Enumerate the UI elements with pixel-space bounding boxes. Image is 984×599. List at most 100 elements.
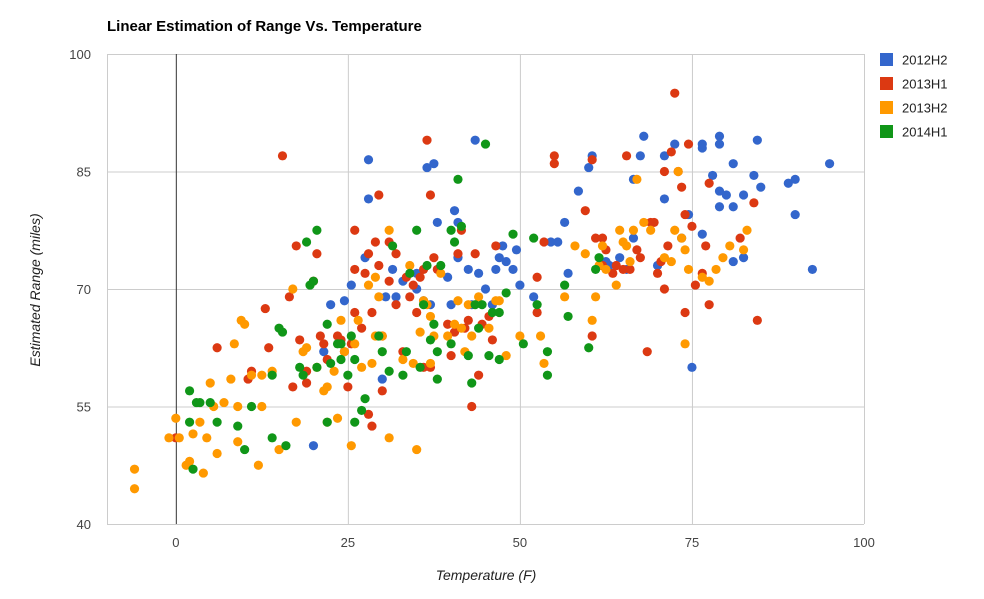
data-point[interactable] — [291, 241, 301, 251]
data-point[interactable] — [738, 245, 749, 255]
data-point[interactable] — [484, 350, 494, 361]
data-point[interactable] — [584, 162, 594, 173]
data-point[interactable] — [591, 264, 601, 275]
data-point[interactable] — [202, 433, 212, 443]
data-point[interactable] — [621, 151, 632, 161]
data-point[interactable] — [184, 417, 195, 427]
data-point[interactable] — [652, 268, 663, 278]
data-point[interactable] — [446, 300, 456, 310]
data-point[interactable] — [615, 225, 625, 235]
data-point[interactable] — [229, 339, 239, 349]
data-point[interactable] — [436, 260, 446, 271]
data-point[interactable] — [704, 276, 714, 286]
data-point[interactable] — [312, 362, 322, 372]
data-point[interactable] — [346, 331, 356, 341]
data-point[interactable] — [449, 206, 460, 216]
data-point[interactable] — [174, 433, 184, 443]
data-point[interactable] — [549, 151, 559, 161]
data-point[interactable] — [611, 260, 621, 271]
data-point[interactable] — [350, 354, 360, 365]
data-point[interactable] — [408, 280, 418, 290]
data-point[interactable] — [611, 280, 621, 290]
data-point[interactable] — [477, 300, 487, 310]
data-point[interactable] — [443, 319, 453, 329]
data-point[interactable] — [429, 319, 439, 329]
data-point[interactable] — [391, 292, 401, 302]
data-point[interactable] — [494, 253, 504, 263]
data-point[interactable] — [752, 135, 762, 145]
data-point[interactable] — [625, 256, 635, 267]
data-point[interactable] — [635, 253, 645, 263]
data-point[interactable] — [412, 225, 422, 235]
data-point[interactable] — [587, 315, 597, 325]
data-point[interactable] — [580, 249, 590, 259]
data-point[interactable] — [350, 225, 360, 235]
data-point[interactable] — [594, 253, 604, 263]
data-point[interactable] — [738, 253, 749, 263]
data-point[interactable] — [704, 300, 714, 310]
data-point[interactable] — [532, 300, 542, 310]
data-point[interactable] — [432, 374, 442, 384]
data-point[interactable] — [295, 362, 305, 372]
data-point[interactable] — [687, 362, 697, 372]
data-point[interactable] — [542, 370, 553, 380]
data-point[interactable] — [683, 264, 694, 275]
data-point[interactable] — [374, 190, 384, 200]
data-point[interactable] — [491, 264, 501, 275]
data-point[interactable] — [487, 335, 497, 345]
data-point[interactable] — [226, 374, 236, 384]
data-point[interactable] — [322, 319, 332, 329]
data-point[interactable] — [363, 249, 374, 259]
data-point[interactable] — [412, 307, 422, 318]
data-point[interactable] — [697, 139, 707, 149]
data-point[interactable] — [184, 456, 195, 466]
data-point[interactable] — [639, 131, 649, 141]
data-point[interactable] — [824, 159, 835, 169]
data-point[interactable] — [384, 366, 394, 376]
data-point[interactable] — [515, 280, 525, 290]
data-point[interactable] — [212, 417, 222, 427]
data-point[interactable] — [360, 268, 370, 278]
data-point[interactable] — [539, 237, 549, 247]
data-point[interactable] — [642, 347, 652, 357]
data-point[interactable] — [580, 206, 590, 216]
data-point[interactable] — [240, 319, 250, 329]
data-point[interactable] — [542, 347, 553, 357]
data-point[interactable] — [728, 202, 738, 212]
data-point[interactable] — [659, 253, 670, 263]
data-point[interactable] — [628, 233, 639, 243]
data-point[interactable] — [704, 178, 714, 188]
data-point[interactable] — [346, 280, 356, 290]
data-point[interactable] — [357, 323, 367, 333]
data-point[interactable] — [680, 339, 690, 349]
data-point[interactable] — [350, 307, 360, 318]
data-point[interactable] — [632, 174, 642, 184]
data-point[interactable] — [350, 264, 360, 275]
data-point[interactable] — [398, 354, 408, 365]
data-point[interactable] — [587, 155, 597, 165]
data-point[interactable] — [301, 343, 312, 353]
data-point[interactable] — [714, 186, 725, 196]
data-point[interactable] — [384, 276, 394, 286]
data-point[interactable] — [301, 237, 312, 247]
data-point[interactable] — [319, 347, 329, 357]
data-point[interactable] — [453, 249, 463, 259]
data-point[interactable] — [391, 300, 401, 310]
data-point[interactable] — [412, 444, 422, 455]
data-point[interactable] — [298, 370, 308, 380]
data-point[interactable] — [363, 155, 374, 165]
data-point[interactable] — [608, 268, 618, 278]
data-point[interactable] — [425, 190, 436, 200]
data-point[interactable] — [718, 253, 728, 263]
data-point[interactable] — [701, 241, 711, 251]
data-point[interactable] — [453, 174, 463, 184]
data-point[interactable] — [205, 378, 215, 388]
data-point[interactable] — [308, 441, 319, 451]
data-point[interactable] — [319, 339, 329, 349]
data-point[interactable] — [683, 139, 694, 149]
data-point[interactable] — [742, 225, 752, 235]
data-point[interactable] — [474, 370, 484, 380]
data-point[interactable] — [363, 409, 374, 419]
data-point[interactable] — [425, 358, 436, 369]
data-point[interactable] — [188, 429, 198, 439]
